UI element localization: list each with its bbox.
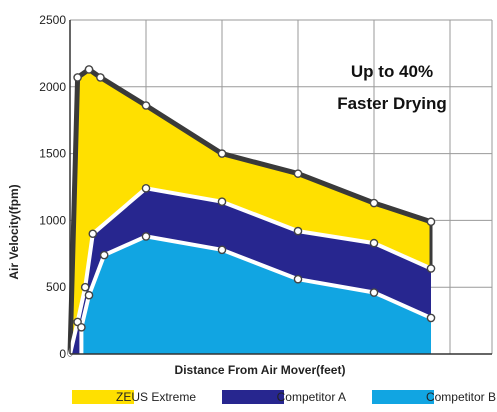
point-competitor-a — [369, 238, 379, 248]
y-tick-label: 1500 — [39, 147, 66, 161]
point-competitor-a — [293, 226, 303, 236]
point-competitor-b — [99, 250, 109, 260]
point-competitor-b — [426, 313, 436, 323]
area-competitor-b — [81, 236, 432, 354]
legend-label-competitor-b: Competitor B — [426, 390, 496, 404]
point-competitor-a — [88, 229, 98, 239]
legend-label-zeus-extreme: ZEUS Extreme — [116, 390, 196, 404]
point-zeus-extreme — [293, 169, 303, 178]
y-tick-label: 1000 — [39, 213, 66, 227]
point-competitor-a — [141, 184, 151, 193]
point-zeus-extreme — [369, 198, 379, 208]
annotation-line-1: Up to 40% — [351, 62, 433, 81]
point-competitor-b — [77, 322, 86, 332]
axes: 0 500 1000 1500 2000 2500 — [39, 13, 492, 361]
point-zeus-extreme — [141, 101, 151, 110]
point-competitor-a — [80, 282, 90, 292]
legend-swatch-competitor-b — [372, 390, 434, 404]
y-tick-label: 2000 — [39, 80, 66, 94]
point-competitor-b — [217, 245, 227, 255]
x-axis-label: Distance From Air Mover(feet) — [175, 363, 346, 377]
data-points — [73, 65, 436, 332]
y-tick-label: 500 — [46, 280, 66, 294]
legend-swatch-zeus-extreme — [72, 390, 134, 404]
point-competitor-a — [426, 264, 436, 273]
point-competitor-b — [369, 288, 379, 297]
point-competitor-b — [84, 290, 94, 300]
y-axis-label: Air Velocity(fpm) — [7, 184, 21, 279]
point-zeus-extreme — [217, 149, 227, 158]
legend: ZEUS Extreme Competitor A Competitor B — [72, 390, 496, 404]
point-competitor-b — [293, 274, 303, 284]
point-zeus-extreme — [84, 65, 94, 74]
point-competitor-b — [141, 232, 151, 241]
legend-swatch-competitor-a — [222, 390, 284, 404]
point-zeus-extreme — [73, 73, 82, 82]
point-competitor-a — [217, 197, 227, 206]
point-zeus-extreme — [96, 73, 105, 82]
y-tick-label: 2500 — [39, 13, 66, 27]
legend-label-competitor-a: Competitor A — [277, 390, 346, 404]
annotation-line-2: Faster Drying — [337, 94, 447, 113]
y-tick-label: 0 — [59, 347, 66, 361]
point-zeus-extreme — [426, 217, 436, 227]
